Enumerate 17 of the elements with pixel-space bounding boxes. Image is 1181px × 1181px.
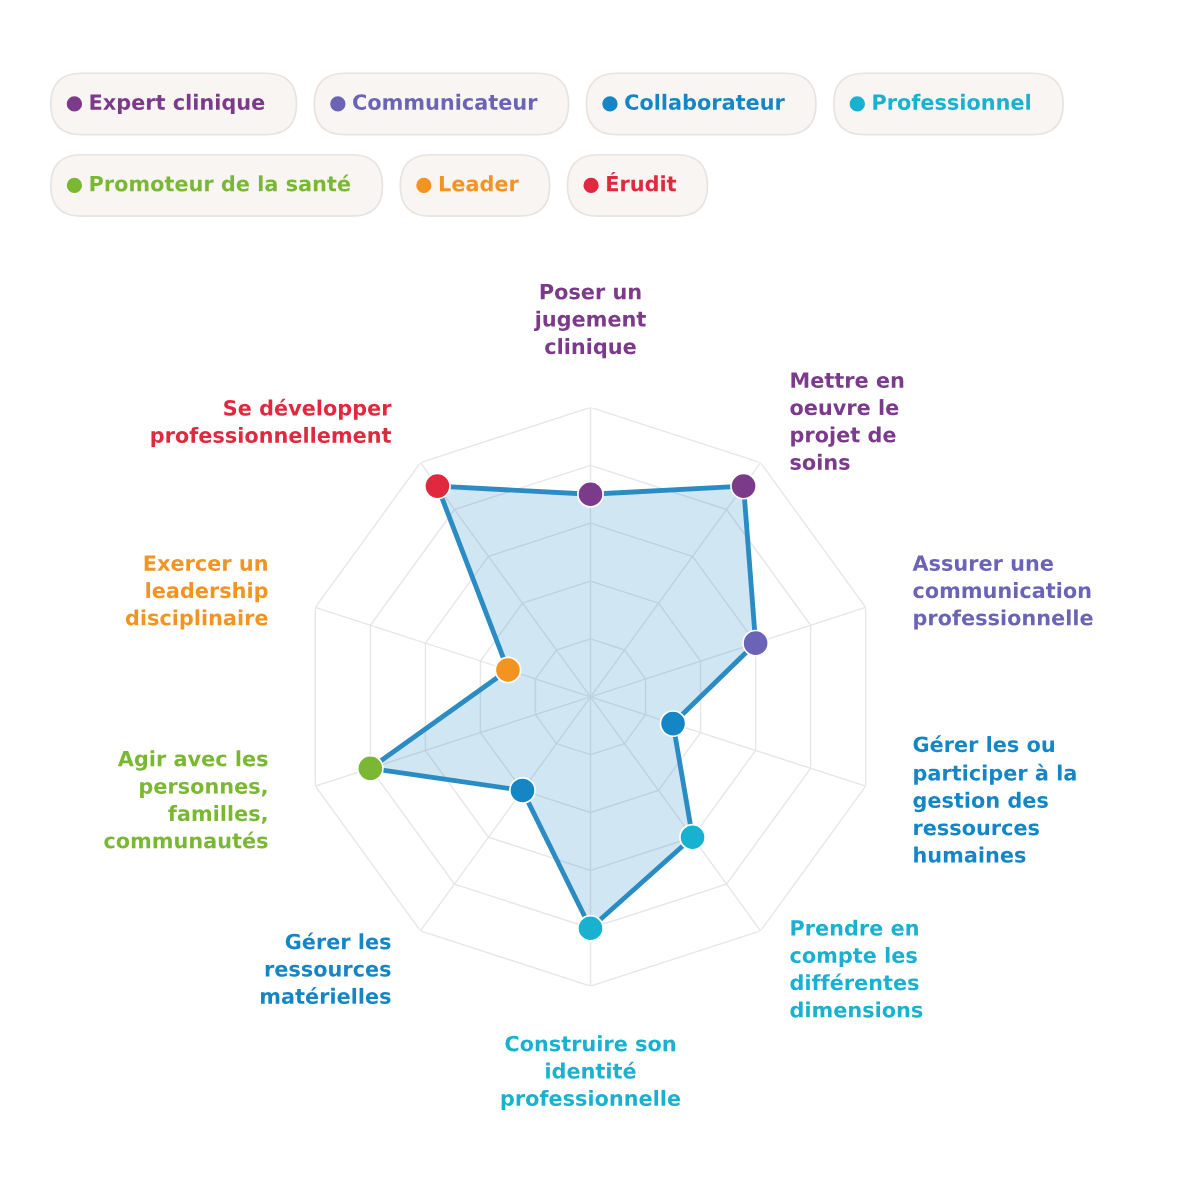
spoke-label: Exercer un leadership disciplinaire <box>125 555 268 630</box>
text: Érudit <box>607 171 677 192</box>
spoke-label: Gérer les ressources matérielles <box>261 932 391 1004</box>
spoke-label: Agir avec les personnes, familles, communautés <box>104 750 268 849</box>
spoke-label: Se développer professionnellement <box>151 398 392 448</box>
text: Leader <box>439 175 519 192</box>
spoke-label: Prendre en compte les différentes dimensions <box>790 919 923 1018</box>
spoke-label: Construire son identité professionnelle <box>501 1035 681 1111</box>
text: Collaborateur <box>625 93 785 110</box>
spoke-label: Gérer les ou participer à la gestion des ressources humaines <box>913 735 1076 863</box>
text: Communicateur <box>353 93 538 110</box>
spoke-label: Assurer une communication professionnelle <box>912 555 1093 630</box>
text: Professionnel <box>873 93 1030 110</box>
text: Expert clinique <box>90 93 265 115</box>
spoke-label: Poser un jugement clinique <box>533 284 646 359</box>
spoke-label: Mettre en oeuvre le projet de soins <box>790 372 904 470</box>
text: Promoteur de la santé <box>90 174 351 192</box>
